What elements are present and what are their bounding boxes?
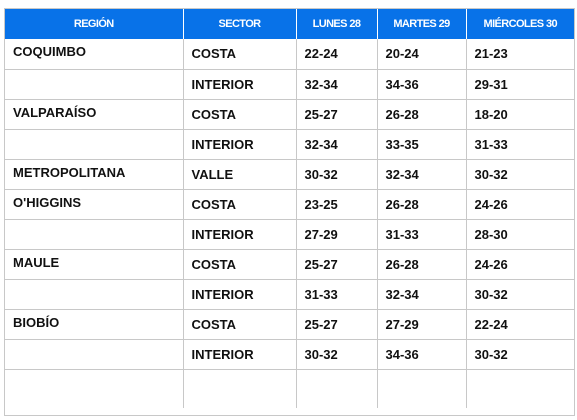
header-day-1: LUNES 28	[296, 9, 378, 39]
empty-cell	[296, 369, 378, 408]
cell-region: O'HIGGINS	[5, 189, 184, 220]
cell-day-2: 32-34	[377, 279, 467, 310]
table-row: INTERIOR 32-34 34-36 29-31	[5, 69, 574, 100]
cell-day-3: 21-23	[466, 39, 574, 70]
cell-day-3: 24-26	[466, 249, 574, 280]
cell-sector: COSTA	[183, 39, 297, 70]
cell-region: MAULE	[5, 249, 184, 280]
cell-day-3: 31-33	[466, 129, 574, 160]
empty-cell	[183, 369, 297, 408]
cell-sector: INTERIOR	[183, 69, 297, 100]
cell-day-2: 31-33	[377, 219, 467, 250]
cell-region: COQUIMBO	[5, 39, 184, 70]
header-region: REGIÓN	[5, 9, 184, 39]
table-row: METROPOLITANA VALLE 30-32 32-34 30-32	[5, 159, 574, 190]
cell-sector: INTERIOR	[183, 279, 297, 310]
table-row: BIOBÍO COSTA 25-27 27-29 22-24	[5, 309, 574, 340]
cell-region	[5, 69, 184, 100]
cell-sector: COSTA	[183, 249, 297, 280]
cell-region	[5, 129, 184, 160]
cell-day-3: 24-26	[466, 189, 574, 220]
cell-day-2: 32-34	[377, 159, 467, 190]
cell-day-3: 28-30	[466, 219, 574, 250]
empty-cell	[5, 369, 184, 408]
cell-day-3: 30-32	[466, 159, 574, 190]
cell-day-1: 22-24	[296, 39, 378, 70]
header-day-3: MIÉRCOLES 30	[466, 9, 574, 39]
cell-day-1: 30-32	[296, 159, 378, 190]
cell-day-1: 25-27	[296, 99, 378, 130]
table-header: REGIÓN SECTOR LUNES 28 MARTES 29 MIÉRCOL…	[5, 9, 574, 39]
cell-day-1: 32-34	[296, 129, 378, 160]
cell-sector: VALLE	[183, 159, 297, 190]
table-row: INTERIOR 27-29 31-33 28-30	[5, 219, 574, 250]
cell-day-3: 29-31	[466, 69, 574, 100]
table-body: COQUIMBO COSTA 22-24 20-24 21-23 INTERIOR 32-3…	[5, 39, 574, 408]
cell-day-2: 27-29	[377, 309, 467, 340]
cell-day-3: 30-32	[466, 339, 574, 370]
cell-sector: INTERIOR	[183, 339, 297, 370]
cell-day-2: 33-35	[377, 129, 467, 160]
header-day-2: MARTES 29	[377, 9, 467, 39]
cell-region: BIOBÍO	[5, 309, 184, 340]
table-row: O'HIGGINS COSTA 23-25 26-28 24-26	[5, 189, 574, 220]
cell-day-2: 34-36	[377, 69, 467, 100]
cell-sector: COSTA	[183, 189, 297, 220]
table-row: INTERIOR 30-32 34-36 30-32	[5, 339, 574, 370]
cell-day-2: 26-28	[377, 189, 467, 220]
forecast-table-frame: REGIÓN SECTOR LUNES 28 MARTES 29 MIÉRCOL…	[4, 8, 575, 416]
cell-day-2: 34-36	[377, 339, 467, 370]
cell-sector: INTERIOR	[183, 129, 297, 160]
table-row: COQUIMBO COSTA 22-24 20-24 21-23	[5, 39, 574, 70]
cell-day-3: 30-32	[466, 279, 574, 310]
cell-region: VALPARAÍSO	[5, 99, 184, 130]
cell-region	[5, 219, 184, 250]
cell-day-3: 22-24	[466, 309, 574, 340]
cell-sector: COSTA	[183, 309, 297, 340]
cell-day-1: 27-29	[296, 219, 378, 250]
cell-day-2: 20-24	[377, 39, 467, 70]
empty-row	[5, 369, 574, 408]
cell-day-2: 26-28	[377, 249, 467, 280]
header-sector: SECTOR	[183, 9, 297, 39]
cell-day-1: 31-33	[296, 279, 378, 310]
temperature-table: REGIÓN SECTOR LUNES 28 MARTES 29 MIÉRCOL…	[5, 9, 574, 408]
cell-region	[5, 279, 184, 310]
cell-day-1: 25-27	[296, 249, 378, 280]
cell-day-1: 23-25	[296, 189, 378, 220]
cell-day-1: 32-34	[296, 69, 378, 100]
cell-day-1: 25-27	[296, 309, 378, 340]
cell-day-1: 30-32	[296, 339, 378, 370]
table-row: VALPARAÍSO COSTA 25-27 26-28 18-20	[5, 99, 574, 130]
cell-region	[5, 339, 184, 370]
table-row: INTERIOR 32-34 33-35 31-33	[5, 129, 574, 160]
empty-cell	[377, 369, 467, 408]
empty-cell	[466, 369, 574, 408]
cell-day-3: 18-20	[466, 99, 574, 130]
cell-day-2: 26-28	[377, 99, 467, 130]
cell-sector: INTERIOR	[183, 219, 297, 250]
table-row: MAULE COSTA 25-27 26-28 24-26	[5, 249, 574, 280]
cell-sector: COSTA	[183, 99, 297, 130]
cell-region: METROPOLITANA	[5, 159, 184, 190]
table-row: INTERIOR 31-33 32-34 30-32	[5, 279, 574, 310]
